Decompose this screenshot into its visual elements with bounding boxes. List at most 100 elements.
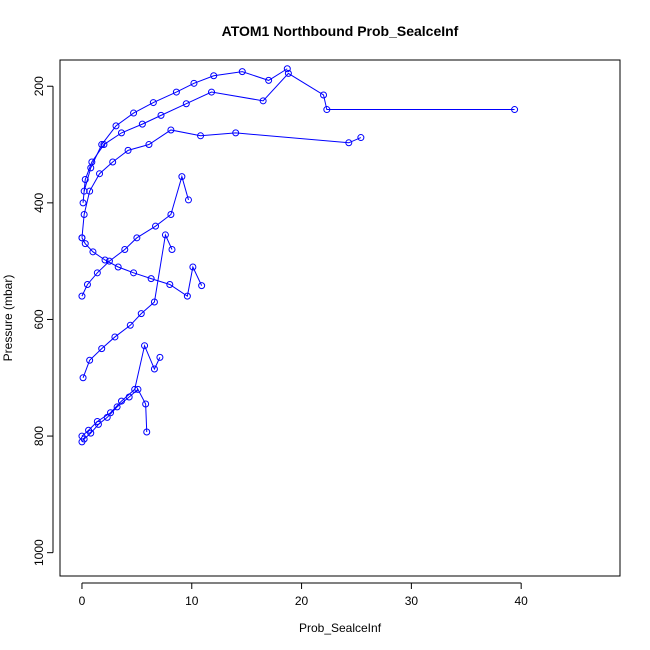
data-point: [80, 187, 88, 195]
series-line: [83, 68, 288, 192]
data-point: [86, 356, 94, 364]
data-point: [172, 88, 180, 96]
data-point: [112, 122, 120, 130]
y-axis: 200 400 600 800 1000: [32, 76, 54, 566]
data-point: [145, 141, 153, 149]
data-point: [320, 91, 328, 99]
data-point: [109, 158, 117, 166]
data-point: [182, 100, 190, 108]
data-point: [81, 176, 89, 184]
data-point: [101, 256, 109, 264]
data-point: [183, 292, 191, 300]
data-point: [141, 342, 149, 350]
data-point: [147, 275, 155, 283]
y-tick-label: 600: [32, 309, 46, 329]
data-point: [87, 164, 95, 172]
x-tick-label: 20: [295, 594, 309, 608]
data-point: [80, 211, 88, 219]
data-point: [238, 68, 246, 76]
series-2: [80, 65, 291, 195]
series-6: [78, 342, 164, 440]
data-point: [150, 298, 158, 306]
series-4: [78, 173, 192, 300]
data-point: [197, 132, 205, 140]
series-line: [81, 174, 189, 297]
series-line: [82, 72, 515, 203]
data-point: [137, 310, 145, 318]
data-point: [81, 240, 89, 248]
y-tick-label: 200: [32, 76, 46, 96]
series-line: [81, 129, 362, 238]
data-point: [117, 129, 125, 137]
data-point: [83, 280, 91, 288]
data-point: [198, 282, 206, 290]
x-tick-label: 0: [79, 594, 86, 608]
data-point: [143, 428, 151, 436]
data-point: [133, 234, 141, 242]
data-point: [124, 146, 132, 154]
series-line: [81, 344, 161, 437]
y-tick-label: 400: [32, 193, 46, 213]
data-point: [157, 111, 165, 119]
data-point: [156, 353, 164, 361]
data-point: [189, 263, 197, 271]
data-point: [167, 211, 175, 219]
data-point: [149, 99, 157, 107]
data-point: [208, 88, 216, 96]
series-line: [82, 233, 173, 378]
data-point: [178, 173, 186, 181]
data-point: [134, 385, 142, 393]
data-point: [87, 429, 95, 437]
x-axis: 0 10 20 30 40: [79, 582, 528, 608]
data-point: [152, 222, 160, 230]
data-point: [125, 393, 133, 401]
data-point: [98, 345, 106, 353]
data-point: [150, 365, 158, 373]
series-layer: [78, 65, 519, 446]
data-point: [103, 413, 111, 421]
data-point: [105, 257, 113, 265]
series-line: [81, 388, 148, 443]
data-point: [511, 106, 519, 114]
data-point: [168, 245, 176, 253]
data-point: [166, 280, 174, 288]
series-3: [78, 234, 206, 300]
data-point: [79, 199, 87, 207]
data-point: [284, 69, 292, 77]
y-tick-label: 1000: [32, 539, 46, 566]
data-point: [98, 141, 106, 149]
y-axis-label: Pressure (mbar): [1, 275, 15, 362]
data-point: [96, 170, 104, 178]
data-point: [138, 120, 146, 128]
series-line: [81, 237, 203, 297]
data-point: [79, 374, 87, 382]
data-point: [114, 263, 122, 271]
chart-title: ATOM1 Northbound Prob_SealceInf: [222, 23, 459, 39]
data-point: [167, 126, 175, 134]
data-point: [93, 269, 101, 277]
data-point: [86, 187, 94, 195]
data-point: [184, 196, 192, 204]
data-point: [121, 245, 129, 253]
series-7: [78, 385, 151, 446]
series-5: [79, 231, 176, 382]
data-point: [232, 129, 240, 137]
data-point: [265, 76, 273, 84]
data-point: [111, 333, 119, 341]
data-point: [130, 109, 138, 117]
data-point: [161, 231, 169, 239]
data-point: [113, 403, 121, 411]
series-1: [78, 126, 365, 242]
data-point: [190, 79, 198, 87]
data-point: [259, 97, 267, 105]
data-point: [126, 321, 134, 329]
x-axis-label: Prob_SealceInf: [299, 621, 382, 635]
x-tick-label: 40: [514, 594, 528, 608]
plot-area: [59, 59, 621, 577]
data-point: [345, 139, 353, 147]
data-point: [78, 234, 86, 242]
x-tick-label: 10: [185, 594, 199, 608]
y-tick-label: 800: [32, 426, 46, 446]
data-point: [357, 134, 365, 142]
